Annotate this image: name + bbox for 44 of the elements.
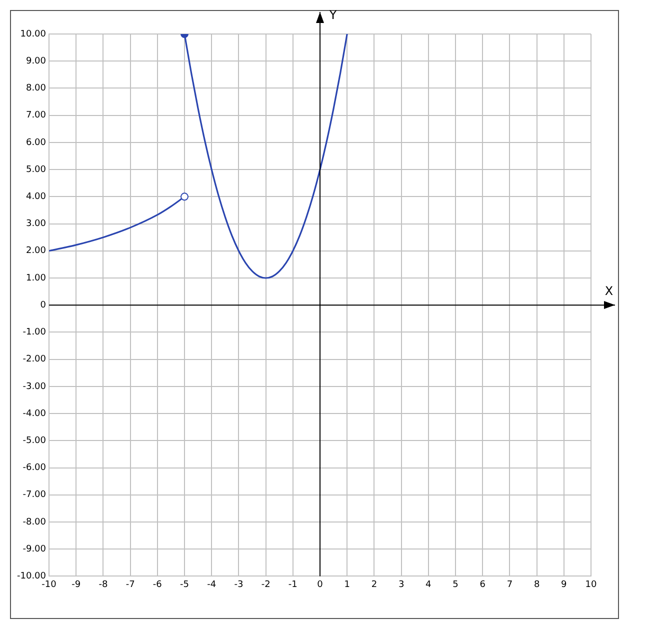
y-tick-label: -2.00: [22, 354, 46, 365]
x-tick-label: 0: [317, 580, 324, 590]
x-tick-label: 7: [506, 580, 513, 590]
y-tick-label: 8.00: [26, 84, 46, 94]
x-tick-label: -10: [42, 580, 57, 590]
y-tick-label: 2.00: [26, 246, 46, 256]
y-tick-label: -6.00: [22, 463, 46, 474]
y-tick-label: -10.00: [16, 572, 46, 582]
x-tick-label: 1: [344, 580, 350, 590]
x-tick-label: 8: [534, 580, 540, 590]
y-tick-label: -5.00: [22, 436, 46, 446]
x-tick-label: -4: [207, 580, 216, 590]
y-tick-label: 6.00: [26, 138, 46, 148]
y-tick-label: 9.00: [26, 56, 46, 66]
y-tick-label: -1.00: [22, 328, 46, 338]
x-tick-label: 4: [426, 580, 432, 590]
x-tick-label: 3: [398, 580, 404, 590]
y-tick-label: -3.00: [22, 382, 46, 392]
y-tick-label: 7.00: [26, 110, 46, 121]
x-tick-label: 6: [480, 580, 486, 590]
x-tick-label: -2: [261, 580, 270, 590]
y-tick-label: 10.00: [20, 29, 46, 40]
x-tick-label: -9: [72, 580, 81, 590]
y-tick-label: 4.00: [26, 192, 46, 202]
x-tick-label: 5: [452, 580, 458, 590]
x-tick-label: -5: [180, 580, 189, 590]
y-tick-label: -4.00: [22, 408, 46, 419]
x-tick-label: -1: [288, 580, 298, 590]
y-tick-label: 5.00: [26, 164, 46, 175]
x-tick-label: -6: [152, 580, 162, 590]
y-tick-label: 1.00: [26, 273, 46, 284]
x-tick-label: -3: [234, 580, 244, 590]
x-tick-label: 10: [585, 580, 597, 590]
y-tick-label: -7.00: [22, 490, 46, 500]
y-tick-label: -9.00: [22, 544, 46, 554]
x-tick-label: 2: [371, 580, 378, 590]
x-tick-label: -7: [126, 580, 135, 590]
y-tick-label: 3.00: [26, 219, 46, 230]
y-tick-label: 0: [40, 300, 46, 310]
x-tick-label: -8: [98, 580, 108, 590]
x-axis-title: X: [604, 284, 614, 298]
y-axis-title: Y: [328, 8, 338, 22]
y-tick-label: -8.00: [22, 517, 46, 528]
x-tick-label: 9: [561, 580, 568, 590]
